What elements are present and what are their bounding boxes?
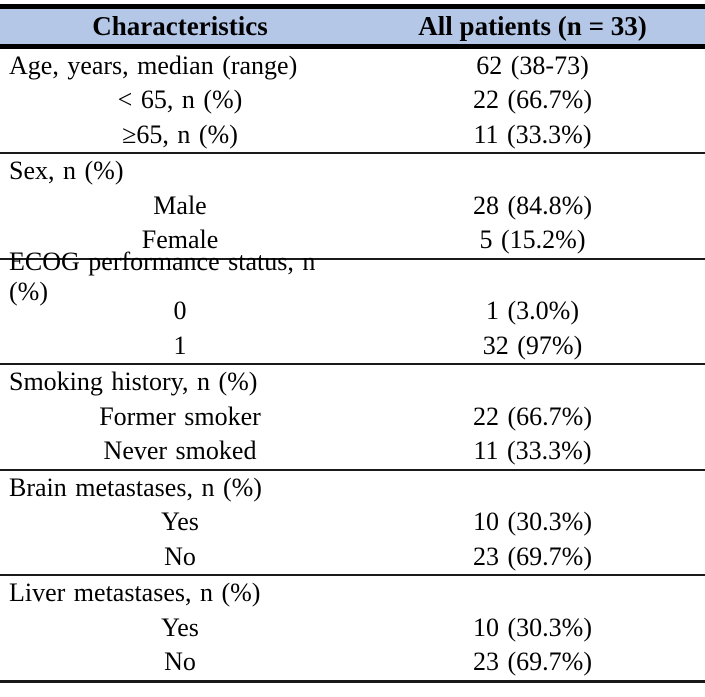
row-value: 22 (66.7%) (473, 85, 592, 115)
table-row: Former smoker 22 (66.7%) (0, 400, 705, 435)
table-header-row: Characteristics All patients (n = 33) (0, 9, 705, 49)
row-label: < 65, n (%) (117, 85, 243, 115)
table-row: Sex, n (%) (0, 154, 705, 189)
row-label: Male (153, 190, 207, 220)
table-row: 1 32 (97%) (0, 329, 705, 364)
table-row: Liver metastases, n (%) (0, 576, 705, 611)
table-body: Age, years, median (range) 62 (38-73) < 65… (0, 49, 705, 683)
table-row: Yes 10 (30.3%) (0, 505, 705, 540)
row-value: 10 (30.3%) (473, 507, 592, 537)
row-value: 32 (97%) (482, 330, 583, 360)
table-row: 0 1 (3.0%) (0, 294, 705, 329)
table-row: ≥65, n (%) 11 (33.3%) (0, 118, 705, 153)
row-label: Sex, n (%) (9, 156, 124, 186)
row-value: 11 (33.3%) (473, 436, 592, 466)
row-label: No (164, 541, 196, 571)
row-value: 62 (38-73) (476, 50, 589, 80)
row-value: 28 (84.8%) (473, 190, 592, 220)
table-row: ECOG performance status, n (%) (0, 247, 705, 306)
table-group: Brain metastases, n (%) Yes 10 (30.3%) No 23… (0, 471, 705, 576)
row-label: Former smoker (99, 401, 261, 431)
table-group: Sex, n (%) Male 28 (84.8%) Female 5 (15.2%) (0, 154, 705, 260)
row-label: Yes (161, 507, 199, 537)
table-group: Smoking history, n (%) Former smoker 22 (6… (0, 365, 705, 471)
row-label: Smoking history, n (%) (9, 367, 258, 397)
row-value: 1 (3.0%) (486, 296, 579, 326)
row-value: 10 (30.3%) (473, 612, 592, 642)
header-all-patients: All patients (n = 33) (418, 10, 647, 41)
header-characteristics: Characteristics (92, 10, 268, 41)
table-group: Liver metastases, n (%) Yes 10 (30.3%) No 23… (0, 576, 705, 683)
table-row: < 65, n (%) 22 (66.7%) (0, 83, 705, 118)
row-value: 22 (66.7%) (473, 401, 592, 431)
row-label: Yes (161, 612, 199, 642)
row-label: Female (141, 225, 219, 255)
row-value: 23 (69.7%) (473, 541, 592, 571)
row-label: Never smoked (103, 436, 257, 466)
row-label: Age, years, median (range) (9, 50, 298, 80)
table-row: Never smoked 11 (33.3%) (0, 434, 705, 469)
table-top-rule (0, 4, 705, 9)
table-row: Age, years, median (range) 62 (38-73) (0, 49, 705, 84)
row-label: ECOG performance status, n (%) (9, 246, 316, 306)
row-value: 5 (15.2%) (479, 225, 586, 255)
table-row: Brain metastases, n (%) (0, 471, 705, 506)
table-row: Smoking history, n (%) (0, 365, 705, 400)
row-label: Liver metastases, n (%) (9, 578, 261, 608)
table-group: Age, years, median (range) 62 (38-73) < 65… (0, 49, 705, 154)
table-row: Female 5 (15.2%) (0, 223, 705, 258)
row-label: 0 (173, 296, 187, 326)
row-label: 1 (173, 330, 187, 360)
table-row: No 23 (69.7%) (0, 540, 705, 575)
row-label: Brain metastases, n (%) (9, 472, 262, 502)
table-group: ECOG performance status, n (%) 0 1 (3.0%) 1… (0, 247, 705, 365)
row-value: 23 (69.7%) (473, 647, 592, 677)
row-label: No (164, 647, 196, 677)
row-value: 11 (33.3%) (473, 119, 592, 149)
table-row: Male 28 (84.8%) (0, 189, 705, 224)
table-row: Yes 10 (30.3%) (0, 611, 705, 646)
row-label: ≥65, n (%) (122, 119, 238, 149)
patient-characteristics-table: Characteristics All patients (n = 33) Ag… (0, 4, 705, 683)
table-row: No 23 (69.7%) (0, 645, 705, 680)
